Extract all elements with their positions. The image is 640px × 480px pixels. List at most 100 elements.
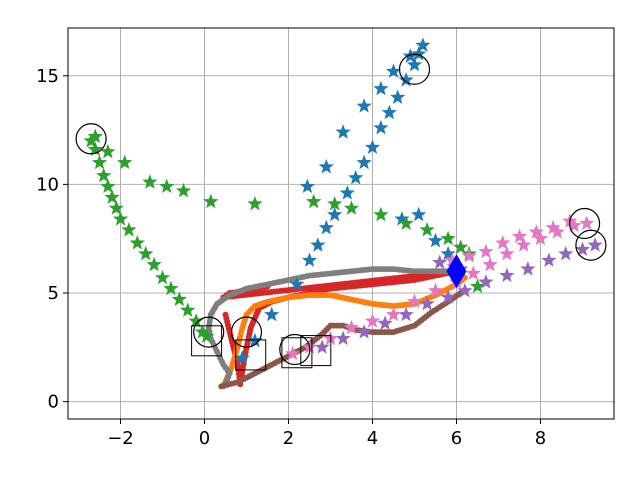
purple-star-marker bbox=[335, 330, 351, 346]
blue-star-marker bbox=[327, 206, 343, 222]
green-star-marker bbox=[138, 245, 154, 261]
x-tick-label: 0 bbox=[199, 428, 210, 449]
purple-star-marker bbox=[478, 274, 494, 289]
green-star-marker bbox=[469, 278, 486, 293]
pink-star-marker bbox=[545, 219, 561, 235]
green-star-marker bbox=[194, 324, 211, 339]
pink-star-marker bbox=[549, 224, 565, 239]
pink-star-marker bbox=[461, 248, 477, 263]
purple-star-marker bbox=[356, 324, 372, 339]
pink-star-marker bbox=[566, 217, 582, 233]
x-tick-label: 8 bbox=[535, 428, 546, 449]
pink-star-marker bbox=[516, 237, 532, 252]
green-star-marker bbox=[100, 143, 116, 159]
blue-star-marker bbox=[299, 178, 316, 194]
pink-star-marker bbox=[444, 252, 460, 267]
purple-star-marker bbox=[574, 241, 591, 257]
pink-star-marker bbox=[482, 256, 498, 272]
green-star-marker bbox=[100, 178, 116, 194]
pink-star-marker bbox=[427, 282, 444, 298]
y-tick-label: 5 bbox=[48, 283, 59, 304]
blue-star-marker bbox=[415, 37, 431, 52]
green-star-marker bbox=[343, 200, 360, 215]
blue-star-marker bbox=[411, 206, 427, 222]
blue-star-marker bbox=[390, 89, 406, 104]
green-star-marker bbox=[87, 141, 103, 157]
blue-star-marker bbox=[394, 211, 410, 226]
blue-star-marker bbox=[301, 252, 318, 267]
circle-marker bbox=[193, 316, 225, 348]
diamond-marker bbox=[446, 254, 467, 289]
pink-star-marker bbox=[495, 235, 511, 250]
green-star-marker bbox=[247, 195, 263, 211]
blue-star-marker bbox=[364, 139, 381, 154]
green-star-marker bbox=[198, 328, 215, 343]
green-star-marker bbox=[87, 128, 103, 144]
pink-star-marker bbox=[579, 215, 595, 230]
circle-markers bbox=[75, 53, 607, 366]
green-star-marker bbox=[159, 178, 175, 194]
x-tick-label: 2 bbox=[283, 428, 294, 449]
blue-star-marker bbox=[406, 56, 423, 72]
green-star-marker bbox=[203, 193, 219, 209]
square-marker bbox=[300, 335, 332, 367]
blue-star-marker bbox=[356, 98, 372, 113]
green-star-marker bbox=[180, 302, 196, 317]
circle-marker bbox=[75, 123, 107, 155]
blue-star-marker bbox=[398, 72, 414, 87]
pink-star-marker bbox=[385, 306, 402, 322]
y-tick-label: 15 bbox=[36, 66, 59, 87]
x-tick-label: 6 bbox=[451, 428, 462, 449]
x-tick-label: 4 bbox=[367, 428, 378, 449]
purple-star-marker bbox=[398, 306, 414, 322]
blue-star-marker bbox=[385, 63, 402, 78]
blue-star-marker bbox=[427, 232, 444, 248]
purple-star-marker bbox=[440, 289, 456, 304]
square-marker bbox=[281, 337, 313, 369]
blue-star-marker bbox=[310, 237, 326, 252]
blue-star-marker bbox=[373, 80, 389, 96]
green-star-marker bbox=[154, 269, 171, 285]
green-star-marker bbox=[453, 239, 469, 254]
y-tick-label: 0 bbox=[48, 392, 59, 413]
green-star-marker bbox=[129, 235, 145, 250]
purple-star-marker bbox=[432, 254, 448, 270]
pink-star-marker bbox=[511, 228, 528, 244]
purple-star-marker bbox=[419, 295, 435, 311]
purple-star-marker bbox=[587, 237, 603, 252]
square-marker bbox=[235, 339, 267, 371]
green-star-marker bbox=[117, 154, 133, 170]
pink-star-marker bbox=[465, 265, 481, 280]
plot-area bbox=[75, 37, 607, 390]
purple-star-marker bbox=[558, 245, 574, 261]
green-star-marker bbox=[175, 182, 192, 198]
blue-star-marker bbox=[318, 159, 334, 174]
grid bbox=[68, 28, 614, 419]
green-star-marker bbox=[440, 230, 456, 246]
pink-star-marker bbox=[478, 243, 494, 259]
pink-star-marker bbox=[499, 245, 515, 261]
square-markers bbox=[191, 325, 332, 371]
y-tick-label: 10 bbox=[36, 174, 59, 195]
purple-star-marker bbox=[541, 252, 557, 267]
green-star-marker bbox=[398, 215, 414, 230]
green-star-marker bbox=[108, 200, 124, 215]
x-tick-label: −2 bbox=[107, 428, 134, 449]
pink-star-marker bbox=[343, 319, 360, 335]
blue-star-marker bbox=[348, 169, 364, 185]
purple-star-marker bbox=[457, 282, 473, 298]
green-star-marker bbox=[306, 193, 322, 209]
axes-frame bbox=[67, 27, 615, 420]
green-star-marker bbox=[121, 222, 137, 237]
blue-star-marker bbox=[335, 124, 351, 139]
blue-star-marker bbox=[356, 154, 372, 170]
red-trajectory-series bbox=[220, 268, 460, 388]
blue-star-marker bbox=[411, 46, 427, 61]
green-star-marker bbox=[327, 195, 343, 211]
circle-marker bbox=[398, 53, 431, 85]
gray-trajectory-series bbox=[205, 266, 460, 388]
pink-star-marker bbox=[364, 313, 381, 328]
green-star-marker bbox=[91, 154, 108, 170]
